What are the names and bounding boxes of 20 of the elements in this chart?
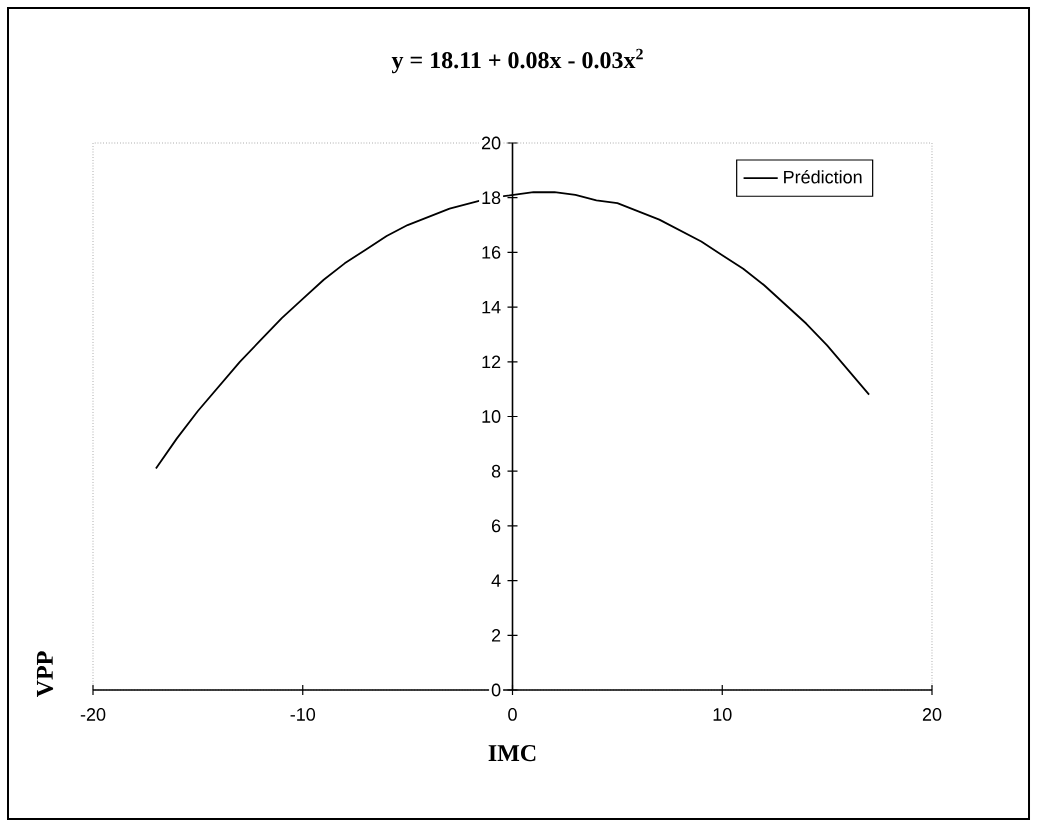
y-tick-label: 8 <box>491 464 501 478</box>
x-tick-label: 10 <box>713 708 732 721</box>
y-tick-label: 14 <box>482 300 501 314</box>
x-tick-label: 0 <box>508 708 517 721</box>
y-tick-label: 4 <box>491 574 501 587</box>
y-tick-label: 0 <box>491 683 501 697</box>
x-axis-title: IMC <box>488 745 536 762</box>
legend-label: Prédiction <box>784 170 862 184</box>
y-tick-label: 18 <box>482 191 501 205</box>
x-tick-label: 20 <box>922 708 942 721</box>
y-axis-title: VPP <box>36 651 54 698</box>
chart-title: y = 18.11 + 0.08x - 0.03x$^{2}$ <box>391 48 643 74</box>
y-tick-label: 12 <box>482 355 501 369</box>
y-tick-label: 20 <box>481 136 501 150</box>
y-tick-label: 16 <box>482 246 501 259</box>
x-tick-label: -20 <box>80 708 106 721</box>
y-tick-label: 6 <box>492 519 501 533</box>
y-tick-label: 10 <box>482 410 501 423</box>
x-tick-label: -10 <box>290 708 316 721</box>
y-tick-label: 2 <box>492 629 501 642</box>
